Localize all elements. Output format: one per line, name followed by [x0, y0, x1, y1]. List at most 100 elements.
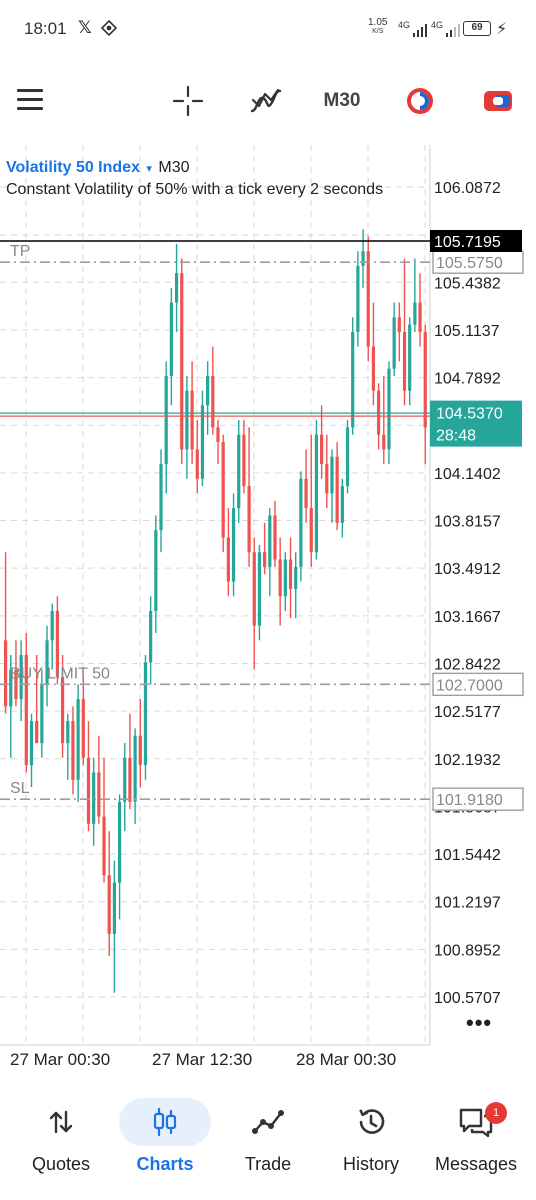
candle-body [128, 757, 132, 802]
candle-body [143, 662, 148, 766]
buy-limit-label: BUY LIMIT 50 [10, 665, 110, 682]
candle-body [123, 757, 127, 802]
nav-quotes[interactable]: Quotes [9, 1098, 113, 1188]
candle-body [164, 376, 168, 465]
app-notification-icon [101, 20, 117, 36]
price-scale-label: 104.1402 [434, 466, 501, 483]
candle-body [325, 464, 329, 494]
candle-body [330, 456, 334, 494]
candle-body [154, 530, 158, 611]
symbol-dropdown-icon[interactable]: ▾ [146, 163, 152, 175]
network-speed: 1.05 K/S [368, 18, 387, 36]
price-scale-label: 102.5177 [434, 704, 501, 721]
candle-body [382, 434, 386, 450]
bar-countdown-label: 28:48 [436, 428, 476, 445]
sl-label: SL [10, 780, 30, 797]
nav-charts-label: Charts [136, 1154, 194, 1174]
symbol-header[interactable]: Volatility 50 Index ▾ M30 [6, 159, 190, 177]
nav-trade-label: Trade [244, 1154, 292, 1174]
sl-price-label: 101.9180 [436, 792, 503, 809]
trade-icon[interactable] [476, 76, 520, 126]
price-scale-label: 106.0872 [434, 180, 501, 197]
candle-body [309, 508, 313, 553]
price-scale-label: 101.2197 [434, 895, 501, 912]
price-scale-label: 102.8422 [434, 656, 501, 673]
symbol-name[interactable]: Volatility 50 Index [6, 159, 140, 176]
candle-body [237, 434, 241, 509]
candle-body [195, 449, 199, 479]
candle-body [107, 875, 111, 934]
trade-nav-icon [222, 1098, 314, 1146]
symbol-description: Constant Volatility of 50% with a tick e… [6, 181, 384, 198]
candle-body [211, 376, 215, 428]
candle-body [371, 346, 376, 391]
candle-body [273, 515, 277, 560]
x-app-icon: 𝕏 [78, 18, 92, 37]
messages-badge: 1 [485, 1102, 507, 1124]
bid-price-box [430, 400, 522, 447]
candle-body [231, 508, 236, 582]
ask-price-label: 105.7195 [434, 234, 501, 251]
candle-body [408, 324, 412, 391]
timeframe-button[interactable]: M30 [323, 90, 361, 111]
candlestick-chart[interactable]: 106.0872105.7607105.4382105.1137104.7892… [0, 145, 536, 1075]
battery-icon: 69 [463, 21, 491, 36]
candle-body [112, 882, 116, 934]
more-options-icon[interactable]: ••• [466, 1010, 493, 1035]
candle-body [29, 721, 34, 766]
candle-body [3, 640, 8, 707]
signal-bars-icon [413, 24, 427, 37]
network-speed-unit: K/S [372, 28, 384, 35]
menu-icon[interactable] [8, 76, 52, 126]
candle-body [159, 464, 163, 531]
candle-body [392, 317, 396, 369]
candle-body [174, 273, 179, 303]
bid-price-label: 104.5370 [436, 406, 503, 423]
candle-body [138, 735, 142, 766]
nav-messages[interactable]: 1 Messages [424, 1098, 528, 1188]
candle-body [252, 552, 256, 626]
candle-body [55, 610, 60, 678]
candle-body [86, 757, 91, 824]
tp-label: TP [10, 243, 30, 260]
sl-price-box [432, 787, 524, 811]
candle-body [71, 721, 75, 780]
time-axis-label: 27 Mar 00:30 [10, 1050, 110, 1069]
candle-body [190, 390, 194, 450]
quotes-icon [15, 1098, 107, 1146]
nav-trade[interactable]: Trade [216, 1098, 320, 1188]
charging-icon: ⚡ [496, 21, 508, 38]
candle-body [24, 654, 28, 766]
price-scale-label: 105.1137 [434, 323, 500, 340]
signal-4g-2: 4G [431, 20, 444, 30]
nav-history[interactable]: History [319, 1098, 423, 1188]
signal-bars-icon-2 [446, 24, 460, 37]
network-speed-value: 1.05 [368, 17, 388, 28]
candle-body [102, 816, 106, 876]
buy-limit-price-label: 102.7000 [436, 677, 503, 694]
ask-price-box [430, 229, 522, 252]
nav-charts[interactable]: Charts [113, 1098, 217, 1188]
signal-4g-1: 4G [398, 20, 411, 30]
candle-body [60, 677, 65, 744]
candle-body [247, 486, 251, 553]
candle-body [92, 772, 96, 824]
candle-body [169, 302, 173, 377]
candle-body [257, 552, 262, 626]
price-scale-label: 105.4382 [434, 275, 501, 292]
crosshair-icon[interactable] [166, 76, 210, 126]
candle-body [45, 640, 49, 685]
candle-body [366, 251, 370, 347]
candle-body [76, 699, 80, 780]
candle-body [50, 610, 54, 641]
time-axis-label: 27 Mar 12:30 [152, 1050, 252, 1069]
candle-body [66, 721, 70, 744]
indicator-icon[interactable] [244, 76, 288, 126]
candle-body [402, 331, 407, 391]
chart-toolbar: M30 [0, 70, 536, 132]
price-chart[interactable]: 106.0872105.7607105.4382105.1137104.7892… [0, 145, 536, 1075]
symbol-timeframe: M30 [158, 159, 190, 176]
candle-body [81, 699, 85, 758]
one-click-trading-icon[interactable] [398, 76, 442, 126]
candle-body [356, 265, 360, 332]
